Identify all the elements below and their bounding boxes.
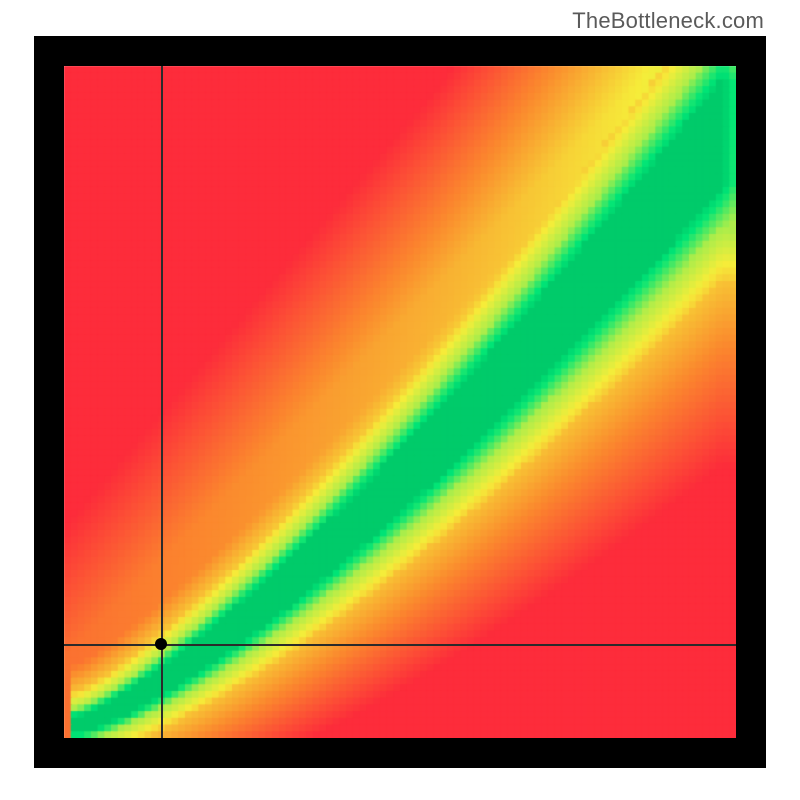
watermark-text: TheBottleneck.com — [572, 8, 764, 34]
crosshair-marker-dot — [155, 638, 167, 650]
plot-frame — [34, 36, 766, 768]
